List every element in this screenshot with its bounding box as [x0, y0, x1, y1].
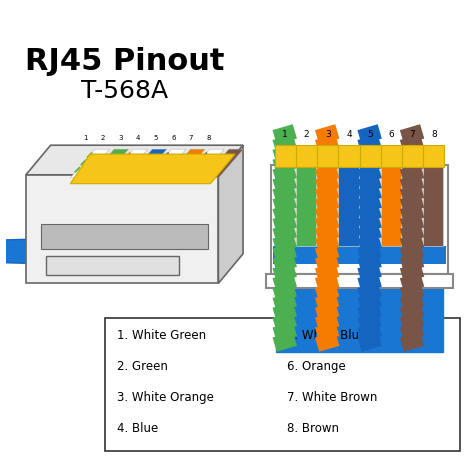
Text: 8: 8 [431, 130, 437, 139]
Text: 1: 1 [83, 135, 87, 141]
Bar [275, 283, 443, 353]
Text: T-568A: T-568A [81, 79, 168, 103]
Text: 3: 3 [325, 130, 330, 139]
Bar [273, 246, 447, 264]
Polygon shape [204, 149, 243, 178]
Text: 6. Orange: 6. Orange [287, 360, 346, 373]
Text: 4: 4 [136, 135, 140, 141]
Bar [274, 145, 445, 167]
Text: 6: 6 [171, 135, 175, 141]
Bar [26, 175, 219, 283]
Bar [359, 167, 380, 246]
Bar [41, 224, 209, 249]
FancyBboxPatch shape [105, 318, 460, 451]
Polygon shape [90, 149, 128, 178]
Bar [266, 273, 453, 288]
Bar [296, 167, 316, 246]
Text: 1: 1 [283, 130, 288, 139]
Text: RJ45 Pinout: RJ45 Pinout [25, 47, 224, 76]
Text: 8. Brown: 8. Brown [287, 422, 339, 435]
Polygon shape [0, 239, 41, 264]
Polygon shape [128, 149, 167, 178]
Text: 4. Blue: 4. Blue [117, 422, 158, 435]
Text: 3. White Orange: 3. White Orange [117, 391, 214, 404]
Text: 1. White Green: 1. White Green [117, 329, 206, 342]
Text: 5: 5 [154, 135, 158, 141]
Text: 4: 4 [346, 130, 352, 139]
Text: 3: 3 [118, 135, 123, 141]
Text: 2. Green: 2. Green [117, 360, 168, 373]
Bar [338, 167, 358, 246]
Text: 2: 2 [304, 130, 309, 139]
Polygon shape [185, 149, 224, 178]
Text: 7: 7 [410, 130, 415, 139]
Text: 5: 5 [367, 130, 373, 139]
Text: 7. White Brown: 7. White Brown [287, 391, 378, 404]
Polygon shape [70, 149, 109, 178]
Text: 6: 6 [389, 130, 394, 139]
Polygon shape [147, 149, 186, 178]
Polygon shape [166, 149, 205, 178]
Polygon shape [26, 145, 243, 175]
Polygon shape [219, 145, 243, 283]
Bar [46, 256, 179, 275]
Bar [271, 165, 448, 273]
Polygon shape [109, 149, 148, 178]
Bar [402, 167, 422, 246]
Bar [423, 167, 443, 246]
Bar [317, 167, 337, 246]
Polygon shape [70, 154, 235, 184]
Text: 5. White Blue: 5. White Blue [287, 329, 367, 342]
Bar [381, 167, 401, 246]
Text: 2: 2 [100, 135, 105, 141]
Bar [274, 167, 295, 246]
Text: 8: 8 [206, 135, 211, 141]
Text: 7: 7 [189, 135, 193, 141]
